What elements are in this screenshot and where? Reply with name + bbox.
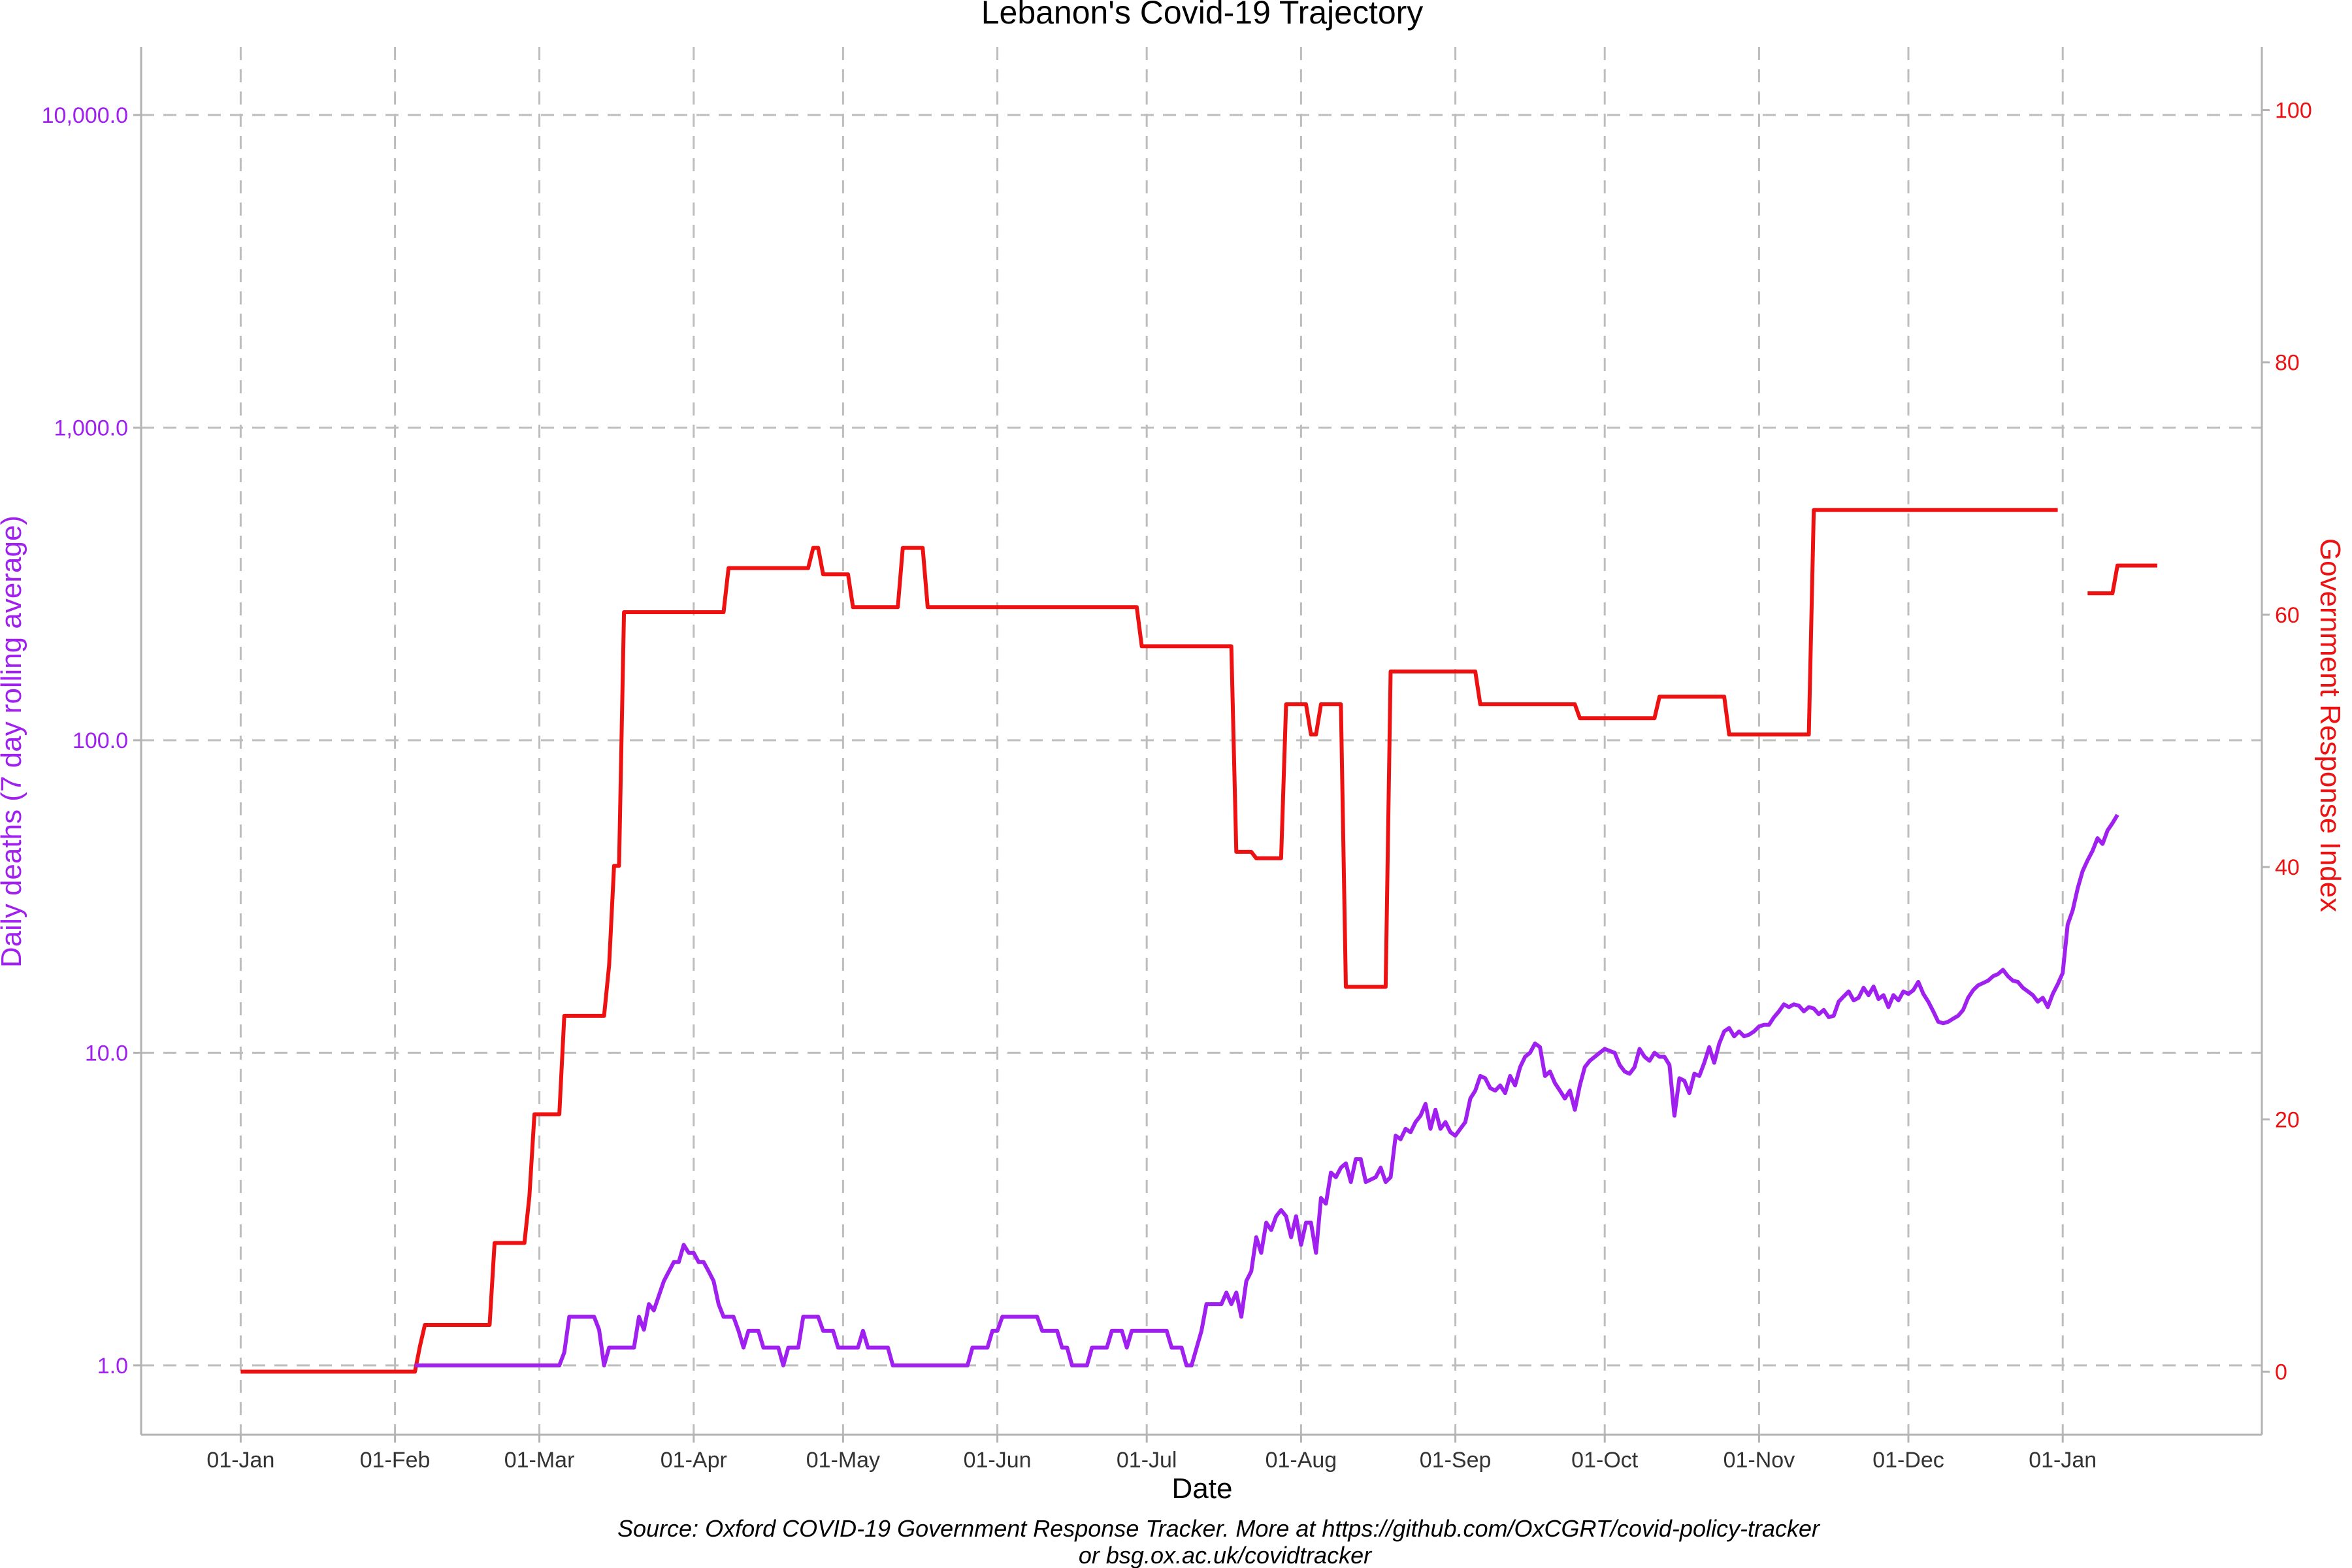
x-tick-label: 01-Oct (1571, 1448, 1639, 1473)
x-tick-label: 01-Sep (1420, 1448, 1492, 1473)
axes: 1.0 10.0 100.0 1,000.0 10,000.0 0 20 40 60 80 100 0… (42, 47, 2312, 1473)
x-tick-label: 01-May (806, 1448, 880, 1473)
chart-title: Lebanon's Covid-19 Trajectory (981, 0, 1424, 31)
y-left-tick-label: 100.0 (73, 728, 128, 753)
y-right-tick-label: 60 (2275, 603, 2300, 628)
grid (141, 47, 2262, 1435)
y-left-tick-label: 10.0 (85, 1041, 128, 1066)
response-index-series-line (240, 508, 2058, 1374)
x-tick-label: 01-Jul (1117, 1448, 1177, 1473)
x-tick-label: 01-Jan (206, 1448, 274, 1473)
caption-url: or bsg.ox.ac.uk/covidtracker (1079, 1542, 1373, 1568)
x-tick-label: 01-Apr (661, 1448, 727, 1473)
y-left-tick-label: 10,000.0 (42, 103, 128, 128)
y-right-tick-label: 20 (2275, 1107, 2300, 1132)
y-right-tick-label: 0 (2275, 1360, 2287, 1384)
y-left-tick-label: 1.0 (97, 1354, 128, 1379)
y-left-tick-label: 1,000.0 (54, 416, 128, 441)
x-tick-label: 01-Mar (504, 1448, 575, 1473)
x-tick-label: 01-Feb (360, 1448, 431, 1473)
x-tick-label: 01-Nov (1723, 1448, 1795, 1473)
x-tick-label: 01-Jun (964, 1448, 1032, 1473)
x-axis-label: Date (1172, 1473, 1233, 1505)
deaths-series-line (415, 813, 2119, 1367)
y-right-tick-label: 100 (2275, 99, 2312, 123)
series (240, 508, 2157, 1374)
x-tick-label: 01-Aug (1266, 1448, 1337, 1473)
y-right-tick-label: 40 (2275, 855, 2300, 880)
y-right-tick-label: 80 (2275, 351, 2300, 376)
y-axis-label-right: Government Response Index (2314, 538, 2346, 912)
x-tick-label: 01-Dec (1872, 1448, 1944, 1473)
caption-source: Source: Oxford COVID-19 Government Respo… (617, 1515, 1821, 1542)
response-index-series-line (2087, 563, 2157, 596)
y-axis-label-left: Daily deaths (7 day rolling average) (0, 515, 27, 968)
x-tick-label: 01-Jan (2029, 1448, 2097, 1473)
